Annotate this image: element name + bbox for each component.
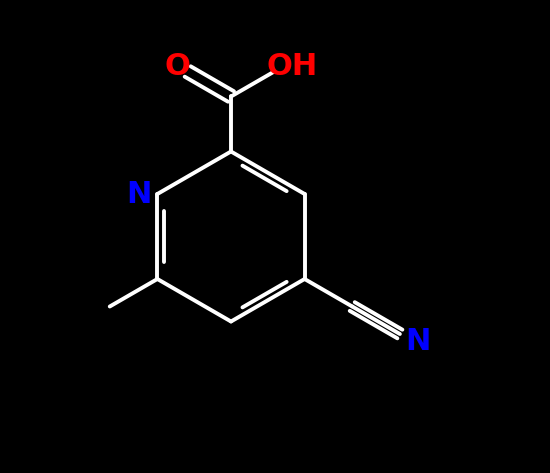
Text: N: N: [126, 179, 152, 209]
Text: OH: OH: [267, 52, 318, 81]
Text: O: O: [165, 52, 191, 81]
Text: N: N: [405, 327, 431, 357]
